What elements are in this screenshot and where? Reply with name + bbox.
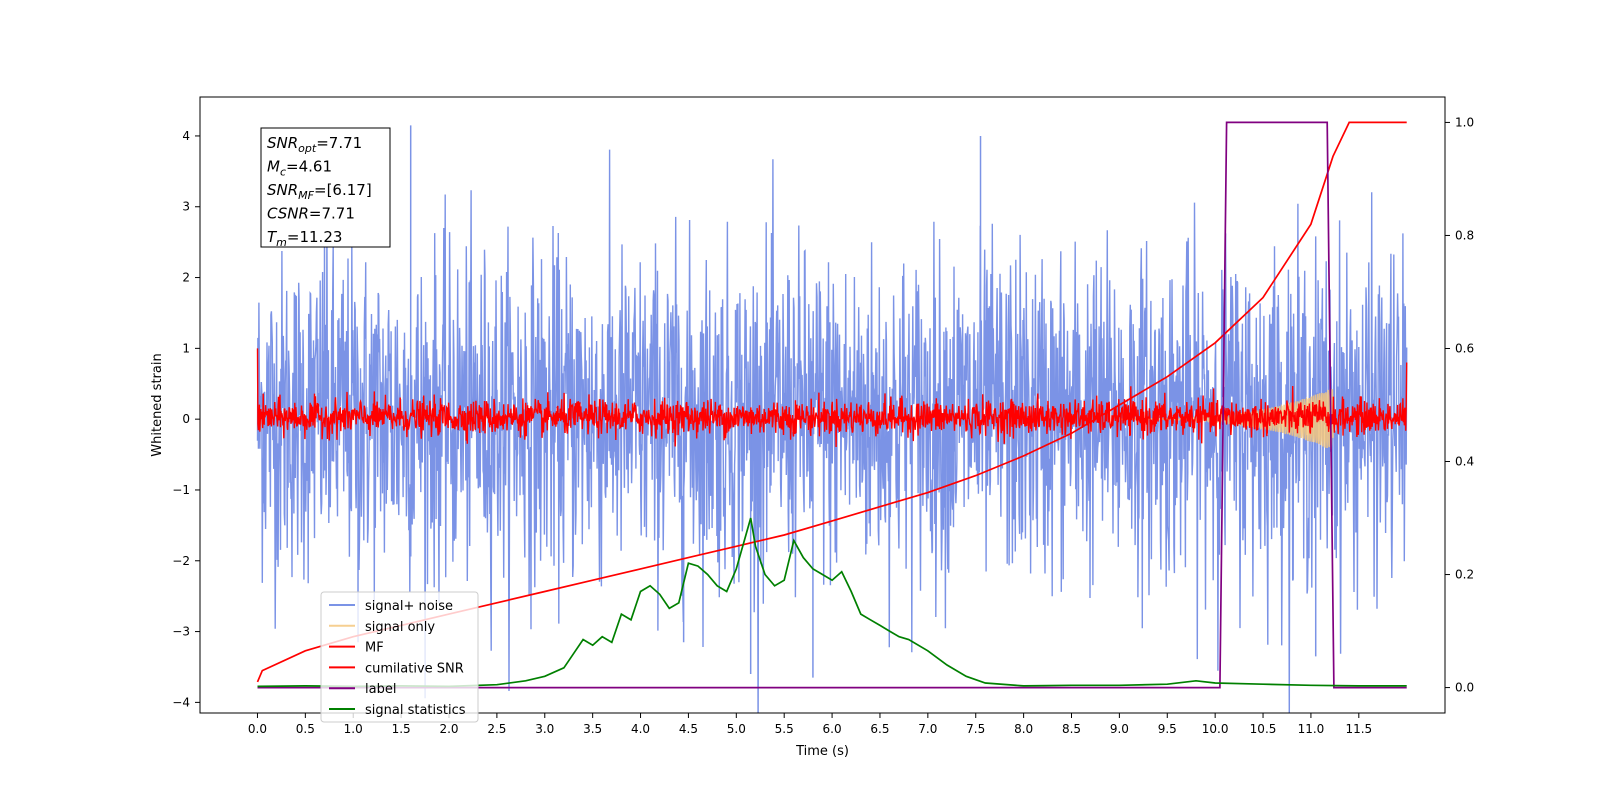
x-axis-label: Time (s) [795, 744, 849, 759]
x-tick-label: 4.0 [631, 722, 650, 736]
annotation-variable: SNR [267, 181, 298, 199]
y-axis-ticks: 4 3 2 1 0 −1 −2 −3 −4 [172, 129, 200, 709]
x-tick-label: 10.0 [1202, 722, 1229, 736]
y-tick-label: 3 [182, 200, 190, 214]
annotation-line: SNRopt=7.71 [267, 134, 362, 155]
annotation-line: SNRMF=[6.17] [267, 181, 372, 202]
series-signal-statistics [257, 517, 1407, 688]
legend-label: signal only [365, 620, 435, 635]
x-tick-label: 0.0 [248, 722, 267, 736]
x-tick-label: 3.5 [583, 722, 602, 736]
series-mf-line [256, 348, 1408, 448]
annotation-line: CSNR=7.71 [267, 205, 355, 223]
x-tick-label: 5.5 [775, 722, 794, 736]
x-tick-label: 2.0 [439, 722, 458, 736]
x-tick-label: 0.5 [296, 722, 315, 736]
y-tick-label: −1 [172, 483, 190, 497]
annotation-variable: T [267, 228, 278, 246]
y2-tick-label: 0.8 [1455, 228, 1474, 242]
x-tick-label: 11.0 [1298, 722, 1325, 736]
x-tick-label: 6.5 [870, 722, 889, 736]
x-tick-label: 7.0 [918, 722, 937, 736]
y-tick-label: 1 [182, 341, 190, 355]
annotation-frame [260, 127, 391, 248]
x-tick-label: 2.5 [487, 722, 506, 736]
y2-axis-ticks: 1.0 0.8 0.6 0.4 0.2 0.0 [1445, 115, 1474, 695]
annotation-subscript: c [280, 166, 286, 179]
annotation-variable: CSNR [267, 205, 309, 223]
y-tick-label: −4 [172, 695, 190, 709]
annotation-variable: M [267, 158, 280, 176]
x-tick-label: 3.0 [535, 722, 554, 736]
y2-tick-label: 0.0 [1455, 681, 1474, 695]
x-tick-label: 5.0 [727, 722, 746, 736]
x-tick-label: 11.5 [1345, 722, 1372, 736]
annotation-value: =7.71 [309, 205, 355, 223]
annotation-subscript: MF [298, 189, 314, 202]
x-tick-label: 1.0 [344, 722, 363, 736]
annotation-box: SNRopt=7.71Mc=4.61SNRMF=[6.17]CSNR=7.71T… [260, 127, 391, 249]
legend-label: MF [365, 641, 384, 656]
x-tick-label: 9.5 [1158, 722, 1177, 736]
annotation-line: Tm=11.23 [267, 228, 342, 249]
y-tick-label: 2 [182, 271, 190, 285]
x-tick-label: 7.5 [966, 722, 985, 736]
plot-frame [199, 96, 1446, 714]
legend-label: signal statistics [365, 703, 466, 718]
x-tick-label: 9.0 [1110, 722, 1129, 736]
annotation-line: Mc=4.61 [267, 158, 332, 179]
x-axis-ticks: 0.0 0.5 1.0 1.5 2.0 2.5 3.0 3.5 4.0 4.5 5.0 5.5 6.0 6… [248, 713, 1372, 736]
annotation-value: =7.71 [316, 134, 362, 152]
x-tick-label: 8.5 [1062, 722, 1081, 736]
plot-series [256, 121, 1408, 713]
legend-label: signal+ noise [365, 599, 453, 614]
y-tick-label: 0 [182, 412, 190, 426]
annotation-value: =[6.17] [314, 181, 372, 199]
x-tick-label: 1.5 [392, 722, 411, 736]
x-tick-label: 8.0 [1014, 722, 1033, 736]
annotation-subscript: opt [298, 142, 317, 155]
legend-label: label [365, 682, 396, 697]
y2-tick-label: 0.6 [1455, 341, 1474, 355]
y-axis-label: Whitened strain [150, 353, 165, 456]
x-tick-label: 4.5 [679, 722, 698, 736]
legend: signal+ noise signal only MF cumilative SNR… [320, 591, 479, 723]
legend-label: cumilative SNR [365, 661, 464, 676]
series-label [257, 121, 1407, 689]
y2-tick-label: 0.4 [1455, 455, 1474, 469]
annotation-variable: SNR [267, 134, 298, 152]
y-tick-label: −3 [172, 625, 190, 639]
legend-frame [320, 591, 479, 723]
annotation-value: =4.61 [286, 158, 332, 176]
y-tick-label: 4 [182, 129, 190, 143]
annotation-subscript: m [276, 236, 287, 249]
annotation-value: =11.23 [287, 228, 343, 246]
y-tick-label: −2 [172, 554, 190, 568]
series-mf [256, 348, 1408, 448]
y2-tick-label: 0.2 [1455, 568, 1474, 582]
x-tick-label: 6.0 [823, 722, 842, 736]
x-tick-label: 10.5 [1250, 722, 1277, 736]
y2-tick-label: 1.0 [1455, 115, 1474, 129]
